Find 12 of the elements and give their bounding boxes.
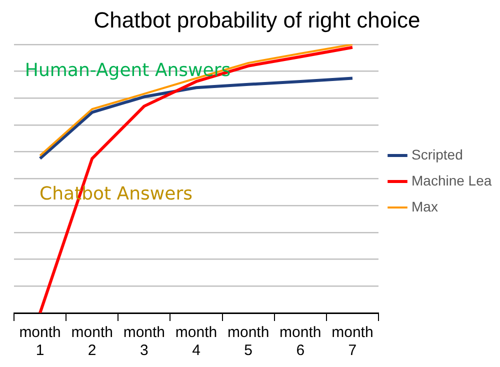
x-tick-label: month 3: [123, 324, 166, 360]
legend-label: Machine Lea: [412, 172, 492, 188]
legend-label: Scripted: [412, 146, 463, 162]
chart-title: Chatbot probability of right choice: [94, 7, 420, 32]
legend-label: Max: [412, 198, 438, 214]
x-tick-label: month 1: [19, 324, 61, 360]
x-tick-label: month 5: [227, 324, 270, 360]
x-tick-label: month 2: [71, 324, 113, 360]
annotation: Human-Agent Answers: [24, 60, 231, 81]
x-tick-label: month 7: [332, 324, 374, 360]
x-tick-label: month 6: [280, 324, 322, 360]
x-tick-label: month 4: [175, 324, 218, 360]
